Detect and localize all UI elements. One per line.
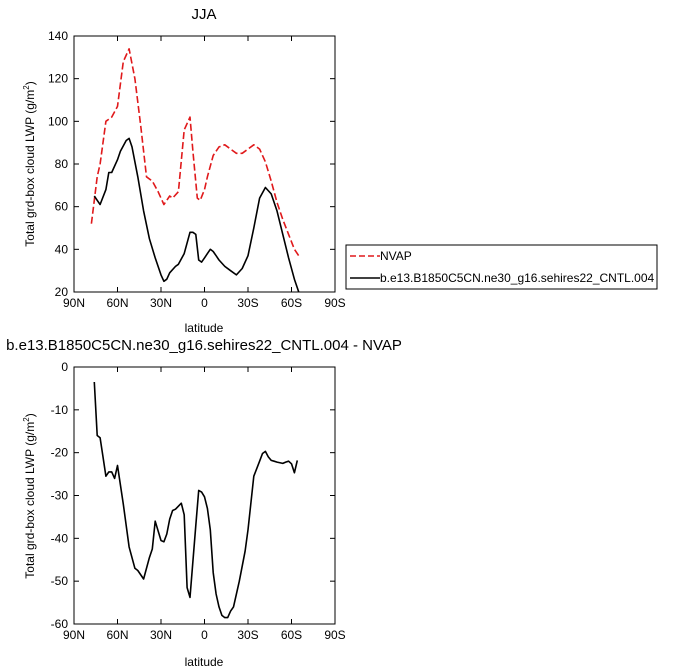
- top-series-line-nvap: [90, 47, 301, 259]
- top-x-axis-label: latitude: [185, 321, 224, 335]
- top-y-axis-label-close: ): [23, 81, 37, 85]
- top-x-tick-label: 90N: [63, 296, 85, 310]
- bottom-x-tick-label: 0: [201, 628, 208, 642]
- bottom-y-axis-label-close: ): [23, 413, 37, 417]
- legend-label-nvap: NVAP: [380, 249, 412, 263]
- legend: NVAP b.e13.B1850C5CN.ne30_g16.sehires22_…: [345, 244, 658, 290]
- top-y-tick-label: 20: [55, 285, 69, 299]
- top-x-tick-label: 60N: [106, 296, 128, 310]
- legend-box: [345, 244, 658, 290]
- top-y-tick-label: 40: [55, 242, 69, 256]
- bottom-panel: b.e13.B1850C5CN.ne30_g16.sehires22_CNTL.…: [6, 337, 402, 669]
- top-y-tick-label: 60: [55, 200, 69, 214]
- top-x-tick-label: 30S: [237, 296, 258, 310]
- bottom-y-axis-label: Total grd-box cloud LWP (g/m2): [22, 413, 37, 578]
- bottom-x-tick-label: 90S: [324, 628, 345, 642]
- bottom-series-line-difference: [93, 381, 299, 619]
- top-panel: JJA 90N 60N 30N 0 30S 60S 90S 20 40 60 80 100 120 140…: [22, 6, 346, 335]
- bottom-y-axis-label-sup: 2: [22, 417, 31, 422]
- top-ticks: 90N 60N 30N 0 30S 60S 90S 20 40 60 80 100 120 140: [48, 29, 346, 310]
- bottom-x-tick-label: 90N: [63, 628, 85, 642]
- bottom-y-axis-label-main: Total grd-box cloud LWP (g/m: [23, 422, 37, 579]
- bottom-y-tick-label: -20: [51, 446, 69, 460]
- bottom-y-tick-label: 0: [61, 360, 68, 374]
- legend-label-model: b.e13.B1850C5CN.ne30_g16.sehires22_CNTL.…: [380, 271, 655, 285]
- top-x-tick-label: 60S: [281, 296, 302, 310]
- top-y-tick-label: 100: [48, 114, 68, 128]
- bottom-x-tick-label: 60S: [281, 628, 302, 642]
- bottom-y-tick-label: -30: [51, 489, 69, 503]
- top-x-tick-label: 30N: [150, 296, 172, 310]
- top-series-line-model: [93, 137, 300, 292]
- bottom-x-tick-label: 30N: [150, 628, 172, 642]
- top-y-axis-label: Total grd-box cloud LWP (g/m2): [22, 81, 37, 246]
- top-y-tick-label: 80: [55, 157, 69, 171]
- bottom-y-tick-label: -60: [51, 617, 69, 631]
- top-plot-frame: [73, 35, 336, 293]
- bottom-y-tick-label: -50: [51, 574, 69, 588]
- bottom-x-tick-label: 30S: [237, 628, 258, 642]
- top-x-tick-label: 90S: [324, 296, 345, 310]
- bottom-x-tick-label: 60N: [106, 628, 128, 642]
- bottom-y-tick-label: -40: [51, 531, 69, 545]
- bottom-chart-title: b.e13.B1850C5CN.ne30_g16.sehires22_CNTL.…: [6, 337, 402, 354]
- top-chart-title: JJA: [191, 6, 216, 23]
- top-y-axis-label-main: Total grd-box cloud LWP (g/m: [23, 90, 37, 247]
- top-series-group: [90, 47, 301, 292]
- bottom-x-axis-label: latitude: [185, 655, 224, 669]
- top-y-tick-label: 120: [48, 72, 68, 86]
- top-x-tick-label: 0: [201, 296, 208, 310]
- top-y-tick-label: 140: [48, 29, 68, 43]
- bottom-ticks: 90N 60N 30N 0 30S 60S 90S -60 -50 -40 -30 -20 -10 0: [51, 360, 346, 642]
- bottom-y-tick-label: -10: [51, 403, 69, 417]
- top-y-axis-label-sup: 2: [22, 85, 31, 90]
- bottom-series-group: [93, 381, 299, 619]
